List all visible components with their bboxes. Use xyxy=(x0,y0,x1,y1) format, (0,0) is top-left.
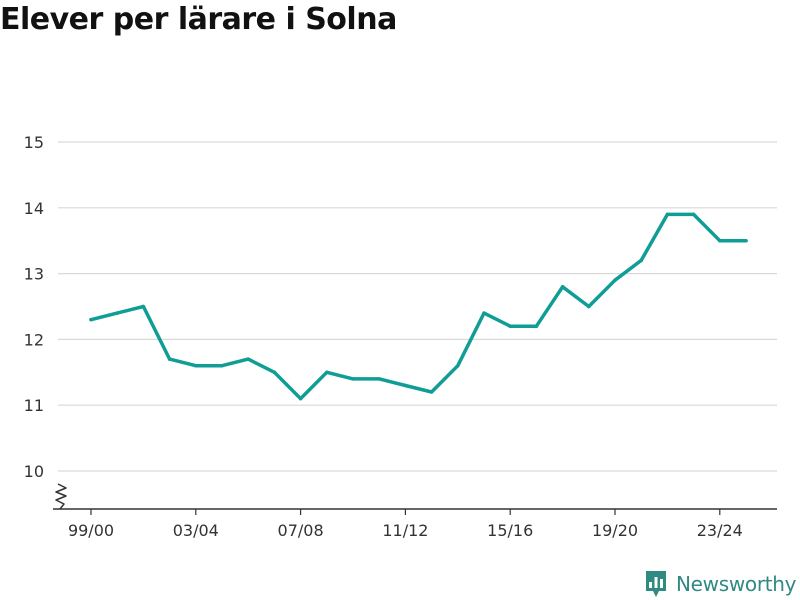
data-point xyxy=(456,363,460,368)
series-line xyxy=(89,212,748,401)
data-point xyxy=(587,304,591,309)
data-point xyxy=(298,396,303,401)
newsworthy-logo-icon xyxy=(646,571,666,597)
x-tick-label: 19/20 xyxy=(592,521,638,540)
data-point xyxy=(194,363,198,368)
data-point xyxy=(89,317,93,322)
x-tick-label: 99/00 xyxy=(68,521,114,540)
data-point xyxy=(508,324,512,328)
data-point xyxy=(325,370,329,375)
data-point xyxy=(351,377,355,381)
data-point xyxy=(691,212,696,217)
y-tick-label: 10 xyxy=(24,462,44,481)
data-point xyxy=(377,377,381,381)
y-tick-label: 12 xyxy=(24,330,44,349)
data-point xyxy=(560,285,565,289)
data-point xyxy=(220,363,224,368)
x-tick-label: 07/08 xyxy=(278,521,324,540)
brand-logo: Newsworthy xyxy=(644,568,797,600)
data-point xyxy=(665,212,670,217)
y-axis-tick-labels: 10 11 12 13 14 15 xyxy=(24,133,44,481)
data-point xyxy=(482,311,486,315)
data-point xyxy=(141,304,146,309)
x-axis-ticks: 99/00 03/04 07/08 11/12 15/16 19/20 23/24 xyxy=(68,509,743,540)
data-point xyxy=(272,370,277,375)
data-point xyxy=(718,238,722,243)
data-point xyxy=(403,383,408,388)
brand-name: Newsworthy xyxy=(676,572,797,596)
data-point xyxy=(744,238,748,243)
y-tick-label: 13 xyxy=(24,265,44,284)
x-tick-label: 15/16 xyxy=(487,521,533,540)
y-tick-label: 15 xyxy=(24,133,44,152)
x-tick-label: 23/24 xyxy=(697,521,743,540)
y-tick-label: 11 xyxy=(24,396,44,415)
data-point xyxy=(613,278,617,282)
gridlines xyxy=(58,141,777,472)
data-point xyxy=(534,324,539,328)
data-point xyxy=(115,311,119,315)
data-point xyxy=(167,357,172,361)
x-tick-label: 03/04 xyxy=(173,521,219,540)
y-tick-label: 14 xyxy=(24,199,44,218)
series xyxy=(89,212,748,401)
x-axis xyxy=(53,483,777,510)
y-axis-break-icon xyxy=(55,483,67,510)
data-point xyxy=(639,258,643,263)
data-point xyxy=(246,357,250,361)
x-tick-label: 11/12 xyxy=(382,521,428,540)
data-point xyxy=(429,390,434,394)
chart-title: Elever per lärare i Solna xyxy=(0,2,397,37)
